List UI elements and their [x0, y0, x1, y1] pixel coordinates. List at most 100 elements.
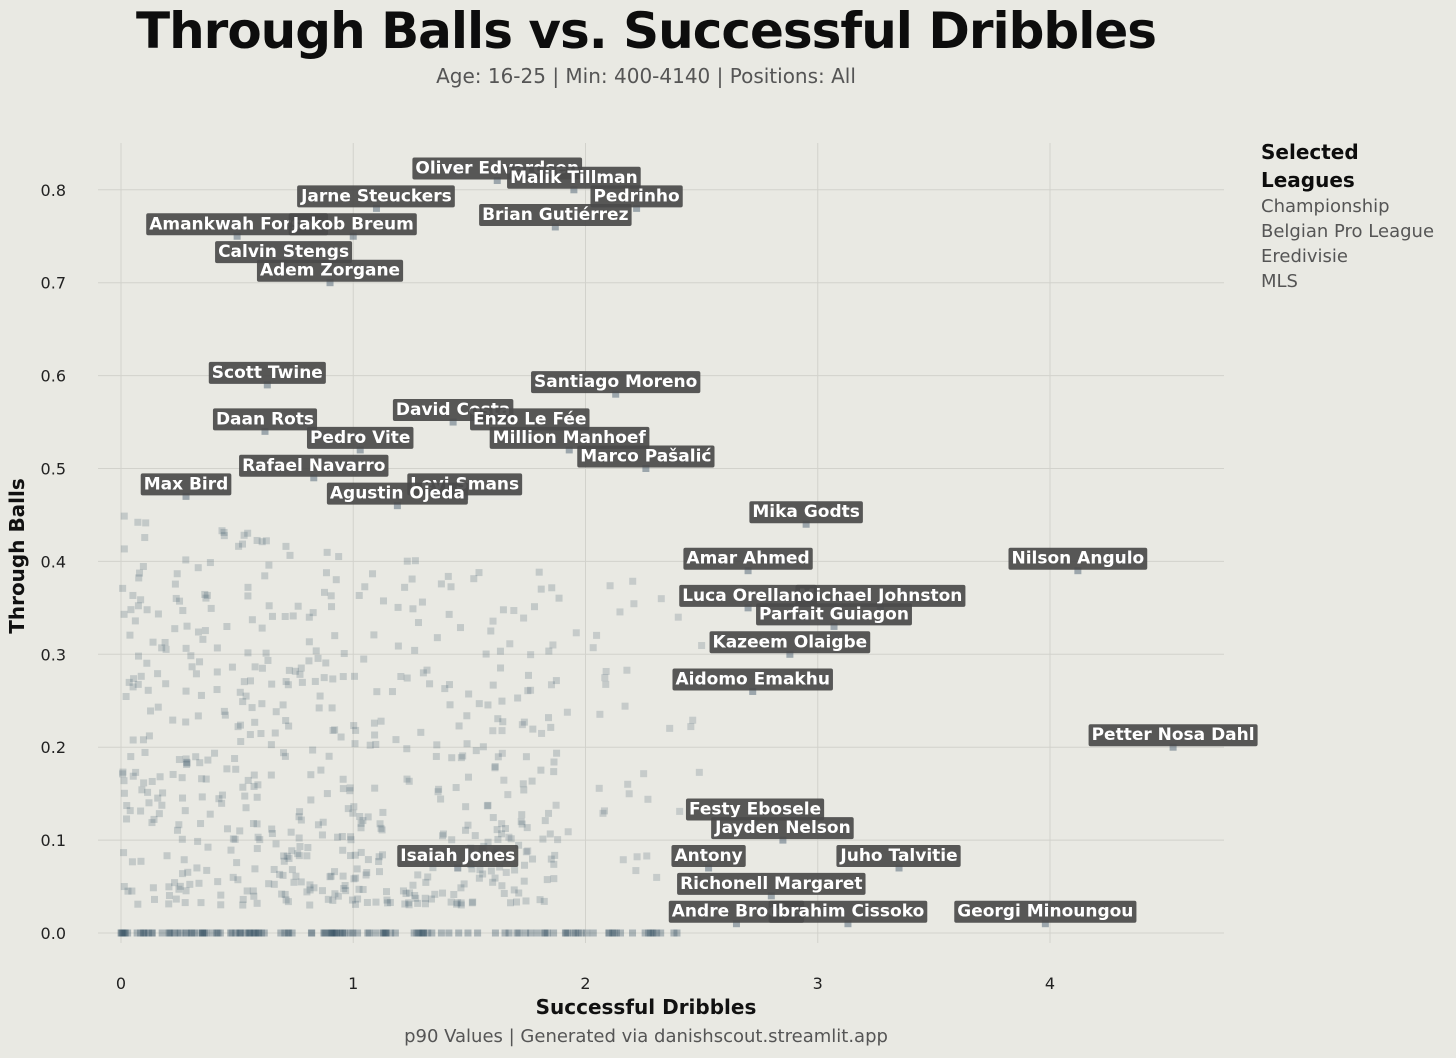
scatter-point [328, 929, 336, 937]
scatter-point [405, 899, 413, 907]
scatter-point [357, 819, 365, 827]
scatter-point [397, 673, 405, 681]
scatter-point [194, 712, 202, 720]
scatter-point [447, 583, 455, 591]
point-label: Pedrinho [590, 185, 683, 208]
scatter-point [165, 892, 173, 900]
scatter-point [271, 729, 279, 737]
scatter-point [364, 813, 372, 821]
scatter-point [137, 857, 145, 865]
scatter-point [527, 686, 535, 694]
scatter-point [392, 736, 400, 744]
scatter-point [339, 872, 347, 880]
scatter-point [213, 668, 221, 676]
scatter-point [199, 929, 207, 937]
scatter-point [335, 553, 343, 561]
scatter-point [282, 542, 290, 550]
scatter-point [242, 804, 250, 812]
point-label: Adem Zorgane [256, 259, 404, 282]
point-label-text: Antony [674, 846, 742, 866]
scatter-point [545, 647, 553, 655]
scatter-point [254, 781, 262, 789]
scatter-point [270, 865, 278, 873]
scatter-point [288, 929, 296, 937]
scatter-point [331, 868, 339, 876]
scatter-point [589, 644, 597, 652]
scatter-point [369, 570, 377, 578]
point-label-box [140, 473, 232, 496]
scatter-point [464, 773, 472, 781]
scatter-point [359, 817, 367, 825]
scatter-point [487, 627, 495, 635]
scatter-point [428, 929, 436, 937]
scatter-point [744, 604, 752, 612]
scatter-point [365, 929, 373, 937]
scatter-point [445, 610, 453, 618]
scatter-point [158, 929, 166, 937]
scatter-point [610, 929, 618, 937]
scatter-point [251, 663, 259, 671]
scatter-point [471, 832, 479, 840]
point-label-text: Pedro Vite [310, 428, 410, 448]
scatter-point [137, 672, 145, 680]
scatter-point [234, 876, 242, 884]
scatter-point [510, 886, 518, 894]
scatter-point [562, 929, 570, 937]
scatter-point [468, 899, 476, 907]
point-label-box [709, 631, 871, 654]
scatter-point [217, 891, 225, 899]
scatter-point [221, 711, 229, 719]
scatter-point [246, 929, 254, 937]
scatter-point [420, 929, 428, 937]
scatter-point [233, 859, 241, 867]
scatter-point [491, 929, 499, 937]
scatter-point [270, 880, 278, 888]
scatter-point [462, 826, 470, 834]
scatter-point [327, 929, 335, 937]
point-label-box [685, 798, 825, 821]
point-label-text: Amar Ahmed [686, 549, 809, 569]
scatter-point [144, 788, 152, 796]
scatter-point [479, 743, 487, 751]
scatter-point [433, 741, 441, 749]
scatter-point [496, 647, 504, 655]
scatter-point [527, 651, 535, 659]
scatter-point [450, 890, 458, 898]
point-label: Calvin Stengs [215, 241, 353, 264]
y-tick-label: 0.3 [41, 645, 66, 664]
scatter-point [624, 780, 632, 788]
scatter-point [319, 818, 327, 826]
scatter-point [705, 864, 713, 872]
scatter-point [240, 678, 248, 686]
scatter-point [405, 777, 413, 785]
x-tick-label: 0 [116, 974, 126, 993]
scatter-point [199, 929, 207, 937]
scatter-point [140, 779, 148, 787]
scatter-point [175, 756, 183, 764]
scatter-point [262, 649, 270, 657]
scatter-point [281, 890, 289, 898]
scatter-point [281, 752, 289, 760]
scatter-point [234, 723, 242, 731]
scatter-point [190, 929, 198, 937]
scatter-point [214, 878, 222, 886]
scatter-point [228, 929, 236, 937]
scatter-point [513, 898, 521, 906]
scatter-point [459, 752, 467, 760]
scatter-point [489, 878, 497, 886]
scatter-point [570, 929, 578, 937]
scatter-point [340, 650, 348, 658]
scatter-point [216, 929, 224, 937]
scatter-point [363, 898, 371, 906]
scatter-point [151, 895, 159, 903]
scatter-point [522, 753, 530, 761]
scatter-point [265, 602, 273, 610]
scatter-point [519, 780, 527, 788]
scatter-point [360, 655, 368, 663]
scatter-point [460, 880, 468, 888]
point-label: Million Manhoef [489, 426, 650, 449]
scatter-point [423, 666, 431, 674]
scatter-point [377, 717, 385, 725]
scatter-point [412, 894, 420, 902]
point-label-text: Luca Orellano [682, 586, 814, 606]
